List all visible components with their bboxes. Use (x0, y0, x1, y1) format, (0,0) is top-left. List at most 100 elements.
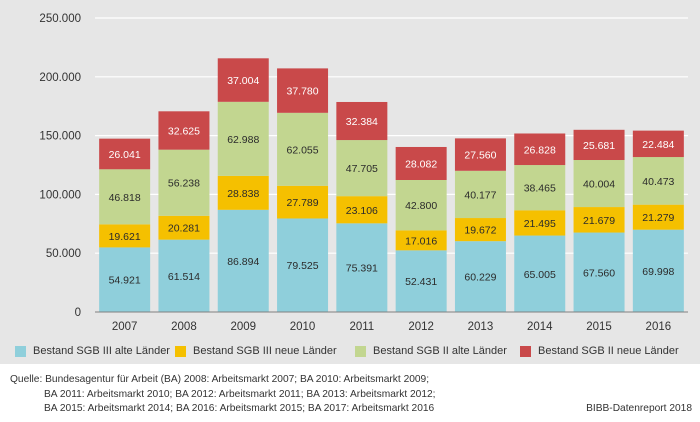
data-label: 19.621 (109, 231, 141, 243)
x-tick-label: 2010 (290, 321, 316, 333)
bar-segment (277, 185, 329, 219)
x-tick-label: 2007 (112, 321, 138, 333)
legend: Bestand SGB III alte Länder Bestand SGB I… (0, 340, 700, 364)
data-label: 26.041 (109, 149, 141, 161)
data-label: 86.894 (227, 256, 259, 268)
bar-segment (336, 140, 388, 197)
data-label: 54.921 (109, 275, 141, 287)
legend-label: Bestand SGB III neue Länder (193, 345, 337, 357)
data-label: 27.789 (286, 197, 318, 209)
data-label: 38.465 (524, 183, 556, 195)
bar-segment (395, 230, 447, 251)
data-label: 28.082 (405, 158, 437, 170)
source-line: BA 2015: Arbeitsmarkt 2014; BA 2016: Arb… (44, 403, 435, 414)
bar-segment (573, 160, 625, 208)
data-label: 56.238 (168, 178, 200, 190)
data-label: 26.828 (524, 144, 556, 156)
chart-panel: 0 50.000 100.000 150.000 200.000 250.000 54.92… (0, 0, 700, 364)
bar-segment (632, 204, 684, 230)
x-tick-label: 2016 (646, 321, 672, 333)
bar-segment (395, 250, 447, 312)
y-tick-label: 50.000 (46, 248, 81, 260)
bar-segment (454, 241, 506, 312)
credit-label: BIBB-Datenreport 2018 (586, 403, 692, 414)
data-label: 61.514 (168, 271, 200, 283)
legend-swatch (355, 345, 366, 357)
data-label: 32.384 (346, 116, 378, 128)
data-label: 28.838 (227, 188, 259, 200)
data-label: 40.177 (464, 189, 496, 201)
stacked-bar-chart: 0 50.000 100.000 150.000 200.000 250.000 54.92… (39, 13, 688, 333)
y-tick-label: 0 (75, 307, 81, 319)
bar-segment (454, 218, 506, 242)
source-note: Quelle: Bundesagentur für Arbeit (BA) 20… (10, 373, 610, 417)
bar-segment (99, 224, 151, 248)
legend-label: Bestand SGB II neue Länder (538, 345, 679, 357)
data-label: 69.998 (642, 266, 674, 278)
bar-segment (395, 179, 447, 231)
legend-swatch (520, 345, 531, 357)
bar-segment (336, 223, 388, 312)
legend-swatch (15, 345, 26, 357)
bar-segment (573, 207, 625, 233)
bar-segment (99, 247, 151, 312)
data-label: 19.672 (464, 225, 496, 237)
data-label: 52.431 (405, 276, 437, 288)
y-tick-label: 200.000 (39, 72, 81, 84)
x-tick-label: 2008 (171, 321, 197, 333)
bar-segment (454, 138, 506, 171)
bar-segment (573, 129, 625, 161)
legend-item: Bestand SGB II alte Länder (355, 345, 507, 357)
bar-segment (336, 101, 388, 141)
data-label: 60.229 (464, 272, 496, 284)
bar-segment (514, 210, 566, 236)
data-label: 75.391 (346, 263, 378, 275)
y-tick-label: 100.000 (39, 189, 81, 201)
legend-item: Bestand SGB III neue Länder (175, 345, 337, 357)
data-label: 46.818 (109, 192, 141, 204)
bar-segment (632, 157, 684, 205)
data-label: 37.004 (227, 75, 259, 87)
x-tick-label: 2011 (349, 321, 374, 333)
data-label: 20.281 (168, 223, 200, 235)
bar-segment (158, 239, 210, 312)
bar-segment (277, 112, 329, 186)
legend-item: Bestand SGB II neue Länder (520, 345, 679, 357)
data-label: 40.004 (583, 179, 615, 191)
bar-segment (99, 169, 151, 225)
x-tick-label: 2009 (230, 321, 256, 333)
data-label: 22.484 (642, 139, 674, 151)
bar-segment (573, 232, 625, 312)
data-label: 37.780 (286, 86, 318, 98)
data-label: 27.560 (464, 150, 496, 162)
data-label: 21.279 (642, 212, 674, 224)
bar-segment (514, 133, 566, 166)
data-label: 25.681 (583, 140, 615, 152)
legend-swatch (175, 345, 186, 357)
data-label: 40.473 (642, 176, 674, 188)
legend-label: Bestand SGB II alte Länder (373, 345, 507, 357)
bar-segment (277, 218, 329, 312)
x-tick-label: 2013 (468, 321, 494, 333)
bar-segment (514, 165, 566, 211)
x-tick-label: 2012 (408, 321, 434, 333)
data-label: 47.705 (346, 163, 378, 175)
y-tick-label: 250.000 (39, 13, 81, 25)
data-label: 21.495 (524, 218, 556, 230)
data-label: 65.005 (524, 269, 556, 281)
data-label: 23.106 (346, 205, 378, 217)
data-label: 32.625 (168, 125, 200, 137)
y-tick-label: 150.000 (39, 131, 81, 143)
data-label: 21.679 (583, 215, 615, 227)
bar-segment (454, 170, 506, 219)
bar-segment (158, 111, 210, 150)
data-label: 17.016 (405, 235, 437, 247)
bar-segment (336, 196, 388, 224)
bar-segment (217, 209, 269, 312)
legend-item: Bestand SGB III alte Länder (15, 345, 170, 357)
bar-segment (632, 229, 684, 312)
legend-label: Bestand SGB III alte Länder (33, 345, 170, 357)
bar-segment (277, 68, 329, 113)
bar-segment (514, 235, 566, 312)
data-label: 79.525 (286, 260, 318, 272)
